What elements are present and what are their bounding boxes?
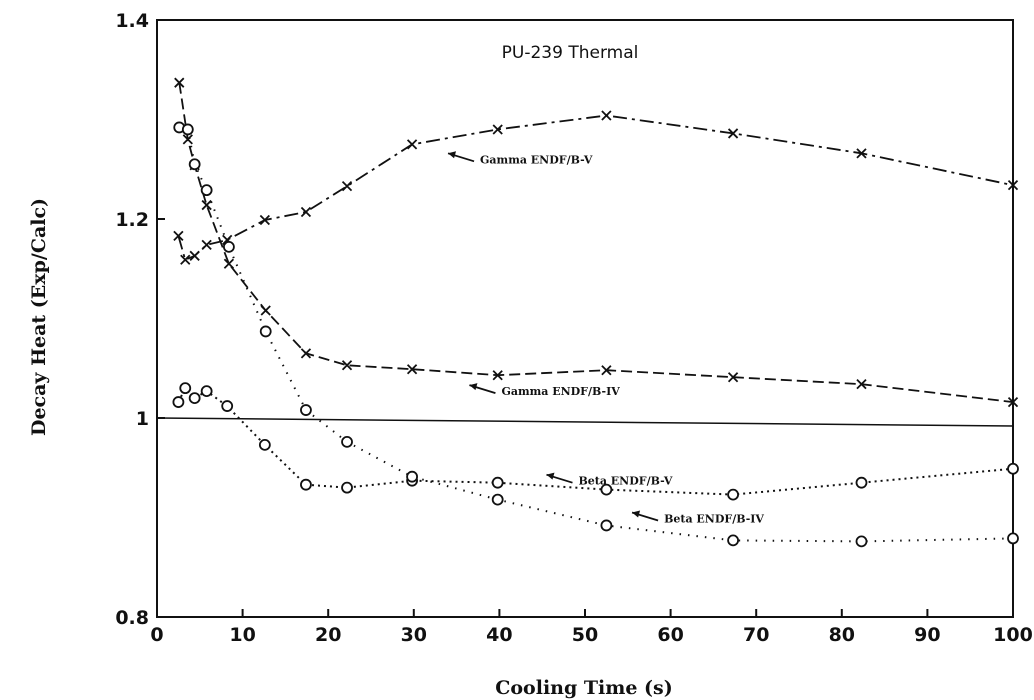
data-point bbox=[856, 148, 867, 159]
y-axis-ticks: 0.8 1 1.2 1.4 bbox=[115, 10, 165, 629]
data-point bbox=[341, 435, 353, 448]
data-point bbox=[406, 470, 418, 483]
data-point bbox=[856, 379, 867, 390]
data-point bbox=[491, 493, 504, 506]
x-tick-label: 90 bbox=[914, 624, 940, 646]
annotations-group: Gamma ENDF/B-V Gamma ENDF/B-IV Beta ENDF/B… bbox=[447, 151, 764, 525]
data-point bbox=[223, 240, 235, 253]
annotation: Beta ENDF/B-IV bbox=[631, 510, 764, 525]
data-point bbox=[1007, 462, 1019, 475]
x-tick-label: 40 bbox=[486, 624, 512, 646]
data-point bbox=[300, 404, 312, 416]
y-tick-label: 1.4 bbox=[115, 10, 149, 32]
plot-area bbox=[156, 19, 1014, 618]
annotation-arrowhead bbox=[448, 151, 457, 159]
data-point bbox=[492, 124, 503, 135]
data-point bbox=[300, 206, 312, 218]
annotation: Gamma ENDF/B-V bbox=[447, 151, 593, 166]
plot-frame bbox=[156, 19, 1014, 618]
annotation-arrowhead bbox=[546, 472, 555, 480]
data-point bbox=[1007, 396, 1019, 408]
data-point bbox=[189, 250, 200, 261]
x-tick-label: 30 bbox=[401, 624, 427, 646]
series-4 bbox=[173, 121, 1019, 548]
data-point bbox=[221, 400, 234, 412]
data-point bbox=[601, 110, 612, 121]
data-point bbox=[855, 476, 868, 489]
data-point bbox=[200, 184, 213, 197]
data-point bbox=[491, 476, 504, 489]
data-point bbox=[341, 481, 353, 494]
data-point bbox=[188, 392, 201, 405]
data-point bbox=[727, 488, 739, 501]
data-point bbox=[727, 534, 739, 547]
data-point bbox=[300, 478, 312, 491]
data-point bbox=[258, 438, 271, 451]
chart-title: PU-239 Thermal bbox=[502, 43, 639, 63]
x-axis-ticks: 0 10 20 30 40 50 60 70 80 90 100 bbox=[150, 609, 1033, 646]
series-2 bbox=[174, 77, 1019, 408]
annotation-arrowhead bbox=[469, 383, 478, 391]
data-point bbox=[179, 382, 192, 395]
data-point bbox=[600, 519, 613, 532]
data-point bbox=[492, 370, 503, 381]
x-tick-label: 70 bbox=[743, 624, 769, 646]
annotation: Beta ENDF/B-V bbox=[546, 472, 673, 488]
data-point bbox=[300, 348, 312, 359]
x-tick-label: 20 bbox=[315, 624, 341, 646]
x-tick-label: 50 bbox=[572, 624, 598, 646]
data-point bbox=[181, 123, 194, 136]
series-1 bbox=[173, 110, 1019, 265]
data-point bbox=[180, 254, 191, 265]
x-axis-label: Cooling Time (s) bbox=[495, 677, 672, 699]
y-tick-label: 1 bbox=[136, 408, 149, 430]
reference-line-group bbox=[156, 417, 1014, 427]
series-line bbox=[178, 82, 1014, 403]
data-point bbox=[201, 239, 212, 251]
data-point bbox=[259, 325, 272, 338]
data-point bbox=[182, 134, 193, 145]
annotation-label: Gamma ENDF/B-V bbox=[480, 153, 593, 166]
data-point bbox=[173, 230, 184, 242]
annotation-label: Beta ENDF/B-IV bbox=[664, 512, 764, 525]
data-point bbox=[601, 365, 612, 376]
data-point bbox=[1007, 180, 1019, 191]
data-point bbox=[201, 199, 212, 211]
reference-line bbox=[156, 417, 1014, 427]
annotation-label: Beta ENDF/B-V bbox=[578, 475, 672, 488]
y-tick-label: 1.2 bbox=[115, 209, 149, 231]
data-point bbox=[341, 181, 353, 192]
annotation-arrowhead bbox=[632, 510, 641, 518]
data-point bbox=[341, 360, 353, 371]
data-point bbox=[727, 372, 739, 383]
x-tick-label: 10 bbox=[229, 624, 255, 646]
y-axis-label: Decay Heat (Exp/Calc) bbox=[28, 198, 50, 436]
x-tick-label: 80 bbox=[829, 624, 855, 646]
series-group bbox=[172, 77, 1019, 548]
series-line bbox=[179, 126, 1014, 543]
annotation: Gamma ENDF/B-IV bbox=[469, 383, 620, 398]
y-tick-label: 0.8 bbox=[115, 607, 149, 629]
data-point bbox=[855, 535, 868, 548]
data-point bbox=[406, 364, 418, 375]
data-point bbox=[1007, 532, 1019, 545]
data-point bbox=[259, 214, 270, 226]
data-point bbox=[172, 396, 185, 408]
data-point bbox=[260, 305, 271, 316]
x-tick-label: 0 bbox=[150, 624, 163, 646]
data-point bbox=[174, 77, 185, 88]
data-point bbox=[600, 483, 613, 496]
data-point bbox=[200, 385, 213, 398]
x-tick-label: 100 bbox=[993, 624, 1033, 646]
data-point bbox=[188, 158, 201, 171]
data-point bbox=[223, 258, 235, 269]
data-point bbox=[406, 139, 418, 150]
x-tick-label: 60 bbox=[657, 624, 683, 646]
series-line bbox=[177, 114, 1014, 262]
data-point bbox=[727, 128, 739, 139]
annotation-label: Gamma ENDF/B-IV bbox=[501, 385, 620, 398]
